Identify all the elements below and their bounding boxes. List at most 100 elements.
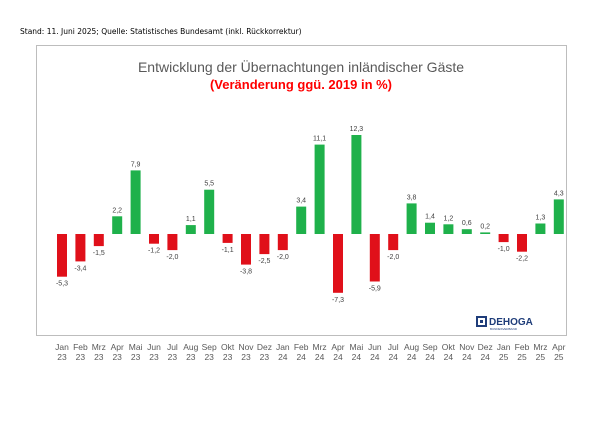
bar-jul-23 xyxy=(167,234,178,251)
bar-dez-23 xyxy=(259,234,270,255)
x-tick-year: 24 xyxy=(462,352,472,362)
x-tick-year: 24 xyxy=(480,352,490,362)
bar-sep-23 xyxy=(204,189,215,234)
data-label: -3,4 xyxy=(74,265,86,272)
x-tick-year: 24 xyxy=(407,352,417,362)
data-label: 0,6 xyxy=(462,220,472,227)
x-tick-month: Sep xyxy=(202,342,217,352)
bar-mai-24 xyxy=(351,135,362,234)
x-tick-month: Feb xyxy=(294,342,309,352)
bar-okt-24 xyxy=(443,224,454,234)
bar-jan-24 xyxy=(277,234,288,251)
x-tick-year: 24 xyxy=(444,352,454,362)
data-label: -5,9 xyxy=(369,286,381,293)
data-label: -2,5 xyxy=(258,258,270,265)
x-tick-month: Mrz xyxy=(533,342,547,352)
bar-feb-24 xyxy=(296,206,307,234)
bar-apr-24 xyxy=(333,234,343,293)
x-tick-year: 24 xyxy=(315,352,325,362)
x-tick-month: Mrz xyxy=(92,342,106,352)
data-labels-group: -5,3 -3,4 -1,5 2,2 7,9 -1,2 -2,0 1,1 5,5 -1,1 -3,8… xyxy=(56,126,564,304)
x-tick-year: 23 xyxy=(241,352,251,362)
bar-sep-24 xyxy=(425,222,435,234)
bar-feb-23 xyxy=(75,234,86,262)
x-tick-month: Dez xyxy=(257,342,272,352)
data-label: 12,3 xyxy=(350,126,364,133)
data-label: -1,2 xyxy=(148,248,160,255)
x-tick-year: 24 xyxy=(333,352,343,362)
chart-subtitle: (Veränderung ggü. 2019 in %) xyxy=(210,77,392,92)
x-tick-year: 25 xyxy=(536,352,546,362)
x-tick-year: 23 xyxy=(168,352,178,362)
bars-group xyxy=(57,135,564,293)
data-label: 7,9 xyxy=(131,161,141,168)
bar-dez-24 xyxy=(480,232,491,234)
bar-mai-23 xyxy=(130,170,141,234)
chart-frame xyxy=(36,45,567,336)
data-label: -1,1 xyxy=(222,247,234,254)
x-tick-month: Sep xyxy=(422,342,437,352)
x-tick-year: 23 xyxy=(76,352,86,362)
data-label: -2,0 xyxy=(277,254,289,261)
x-tick-month: Aug xyxy=(183,342,198,352)
x-tick-labels-group: Jan23Feb23Mrz23Apr23Mai23Jun23Jul23Aug23… xyxy=(55,342,565,362)
bar-mrz-23 xyxy=(93,234,104,247)
bar-jun-23 xyxy=(149,234,159,244)
x-tick-year: 23 xyxy=(186,352,196,362)
x-tick-month: Jun xyxy=(368,342,382,352)
x-tick-month: Jul xyxy=(167,342,178,352)
x-tick-month: Okt xyxy=(221,342,235,352)
data-label: 1,3 xyxy=(536,215,546,222)
data-label: -5,3 xyxy=(56,281,68,288)
bar-nov-24 xyxy=(461,229,472,234)
x-tick-month: Feb xyxy=(73,342,88,352)
x-tick-year: 23 xyxy=(131,352,141,362)
x-tick-year: 24 xyxy=(370,352,380,362)
bar-aug-24 xyxy=(406,203,417,234)
bar-mrz-24 xyxy=(314,144,325,234)
bar-aug-23 xyxy=(185,225,196,234)
x-tick-year: 23 xyxy=(204,352,214,362)
dehoga-logo: DEHOGA BUNDESVERBAND xyxy=(476,316,533,331)
bar-mrz-25 xyxy=(535,223,546,234)
x-tick-year: 25 xyxy=(499,352,509,362)
x-tick-year: 24 xyxy=(278,352,288,362)
data-label: -7,3 xyxy=(332,297,344,304)
chart-title: Entwicklung der Übernachtungen inländisc… xyxy=(138,58,464,75)
x-tick-month: Jan xyxy=(55,342,69,352)
x-tick-month: Mai xyxy=(350,342,364,352)
data-label: -1,0 xyxy=(498,246,510,253)
x-tick-month: Jan xyxy=(497,342,511,352)
x-tick-month: Apr xyxy=(111,342,124,352)
bar-okt-23 xyxy=(222,234,233,243)
x-tick-month: Feb xyxy=(515,342,530,352)
x-tick-year: 23 xyxy=(149,352,159,362)
x-tick-month: Mai xyxy=(129,342,143,352)
data-label: 3,4 xyxy=(296,198,306,205)
x-tick-year: 24 xyxy=(352,352,362,362)
x-tick-month: Dez xyxy=(478,342,493,352)
x-tick-month: Nov xyxy=(238,342,254,352)
bar-apr-23 xyxy=(112,216,123,234)
data-label: 0,2 xyxy=(480,223,490,230)
data-label: 1,4 xyxy=(425,214,435,221)
x-tick-year: 24 xyxy=(296,352,306,362)
data-label: -2,0 xyxy=(166,254,178,261)
x-tick-year: 23 xyxy=(112,352,122,362)
x-tick-year: 25 xyxy=(554,352,564,362)
bar-nov-23 xyxy=(241,234,251,265)
bar-jun-24 xyxy=(369,234,380,282)
x-tick-year: 24 xyxy=(425,352,435,362)
x-tick-month: Okt xyxy=(442,342,456,352)
data-label: 1,1 xyxy=(186,216,196,223)
bar-jan-23 xyxy=(57,234,67,277)
bar-feb-25 xyxy=(517,234,527,252)
x-tick-year: 23 xyxy=(223,352,233,362)
data-label: 4,3 xyxy=(554,190,564,197)
bar-jan-25 xyxy=(498,234,509,243)
dehoga-logo-subtext: BUNDESVERBAND xyxy=(490,327,518,331)
x-tick-month: Jun xyxy=(147,342,161,352)
x-tick-month: Nov xyxy=(459,342,475,352)
dehoga-logo-mark-core xyxy=(480,320,483,323)
